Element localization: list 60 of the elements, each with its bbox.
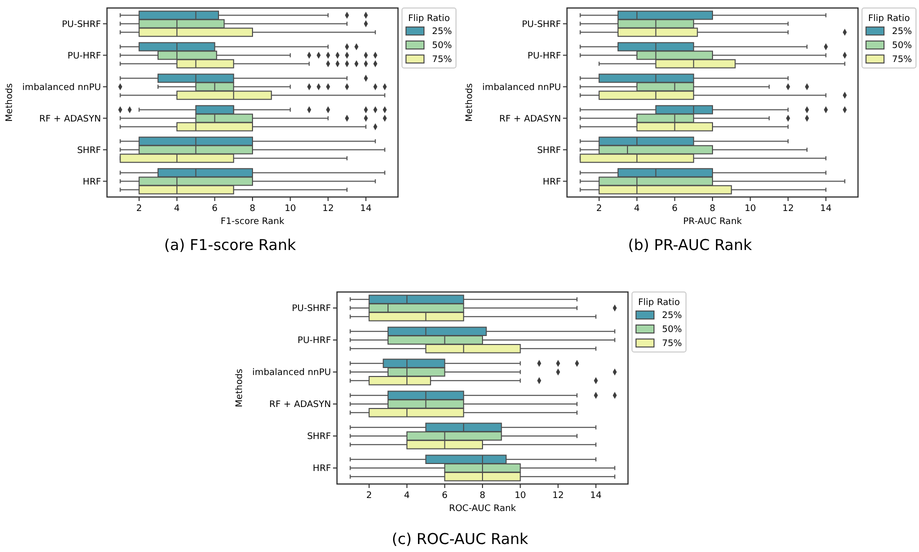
y-tick-label: PU-HRF <box>68 51 101 62</box>
x-tick-label: 6 <box>212 204 218 214</box>
y-axis-title: Methods <box>235 368 245 408</box>
x-tick-label: 14 <box>590 491 602 501</box>
legend-title: Flip Ratio <box>868 14 910 24</box>
x-tick-label: 12 <box>552 491 564 501</box>
x-tick-label: 4 <box>174 204 180 214</box>
text: (a) F1-score Rank <box>164 236 296 254</box>
y-tick-label: SHRF <box>77 146 101 156</box>
x-tick-label: 10 <box>514 491 526 501</box>
legend-label: 50% <box>892 41 912 51</box>
x-tick-label: 2 <box>596 204 602 214</box>
x-tick-label: 10 <box>744 204 756 214</box>
legend-label: 25% <box>892 27 912 37</box>
x-tick-label: 8 <box>710 204 716 214</box>
x-tick-label: 8 <box>250 204 256 214</box>
x-axis-title: ROC-AUC Rank <box>448 504 517 514</box>
legend-label: 75% <box>892 55 912 65</box>
x-axis-title: F1-score Rank <box>220 217 286 227</box>
x-tick-label: 8 <box>480 491 486 501</box>
x-tick-label: 10 <box>284 204 296 214</box>
y-tick-label: PU-HRF <box>528 51 561 62</box>
y-axis-title: Methods <box>465 82 475 122</box>
y-tick-label: PU-SHRF <box>522 20 561 30</box>
y-tick-label: PU-SHRF <box>62 20 101 30</box>
y-tick-label: imbalanced nnPU <box>482 82 561 93</box>
y-tick-label: RF + ADASYN <box>499 114 561 124</box>
x-tick-label: 2 <box>366 491 372 501</box>
legend-title: Flip Ratio <box>408 14 450 24</box>
y-tick-label: HRF <box>82 177 101 188</box>
y-tick-label: SHRF <box>307 432 331 442</box>
x-tick-label: 14 <box>360 204 372 214</box>
y-tick-label: imbalanced nnPU <box>252 368 331 378</box>
legend-title: Flip Ratio <box>638 298 680 308</box>
text: (c) ROC-AUC Rank <box>392 530 529 548</box>
x-tick-label: 12 <box>782 204 794 214</box>
legend-label: 25% <box>432 27 452 37</box>
x-tick-label: 12 <box>322 204 334 214</box>
x-tick-label: 2 <box>136 204 142 214</box>
legend-label: 50% <box>432 41 452 51</box>
text: (b) PR-AUC Rank <box>628 236 752 254</box>
y-tick-label: HRF <box>542 177 561 188</box>
legend-label: 75% <box>432 55 452 65</box>
y-tick-label: RF + ADASYN <box>39 114 101 124</box>
x-tick-label: 14 <box>820 204 832 214</box>
y-tick-label: PU-SHRF <box>292 304 331 314</box>
x-tick-label: 6 <box>442 491 448 501</box>
y-tick-label: RF + ADASYN <box>269 400 331 410</box>
x-axis-title: PR-AUC Rank <box>683 217 743 227</box>
y-tick-label: PU-HRF <box>298 336 331 346</box>
legend-label: 25% <box>662 311 682 321</box>
y-tick-label: SHRF <box>537 146 561 156</box>
x-tick-label: 4 <box>404 491 410 501</box>
legend-label: 50% <box>662 325 682 335</box>
x-tick-label: 6 <box>672 204 678 214</box>
y-tick-label: imbalanced nnPU <box>22 82 101 93</box>
y-axis-title: Methods <box>5 82 15 122</box>
y-tick-label: HRF <box>312 464 331 474</box>
legend-label: 75% <box>662 339 682 349</box>
x-tick-label: 4 <box>634 204 640 214</box>
